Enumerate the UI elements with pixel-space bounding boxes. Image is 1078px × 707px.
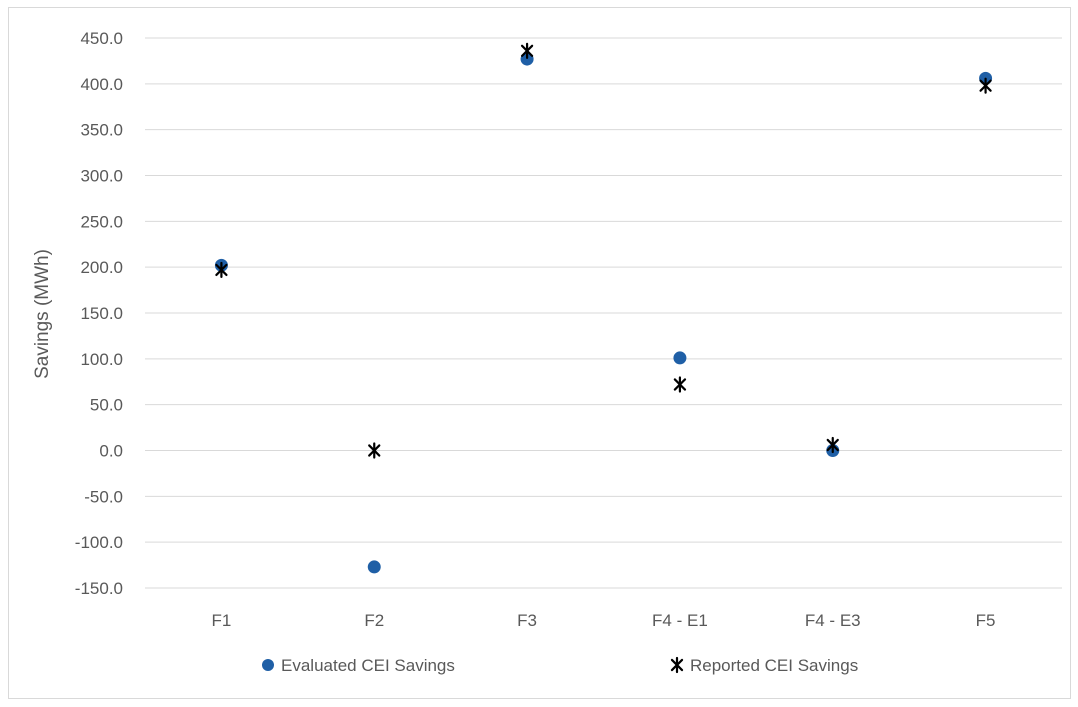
y-tick-label: -50.0 — [84, 487, 123, 506]
y-axis-tick-labels: -150.0 -100.0 -50.0 0.0 50.0 100.0 150.0 200.0 2… — [75, 29, 123, 598]
y-tick-label: 150.0 — [80, 304, 123, 323]
reported-point — [520, 42, 534, 59]
y-tick-label: -100.0 — [75, 533, 123, 552]
x-axis-tick-labels: F1 F2 F3 F4 - E1 F4 - E3 F5 — [211, 611, 995, 630]
data-points — [214, 42, 993, 574]
evaluated-point — [520, 52, 534, 66]
y-tick-label: 250.0 — [80, 212, 123, 231]
x-tick-label: F4 - E3 — [805, 611, 861, 630]
y-tick-label: 400.0 — [80, 75, 123, 94]
x-tick-label: F1 — [211, 611, 231, 630]
y-tick-label: 0.0 — [99, 442, 123, 461]
gridlines — [145, 37, 1062, 589]
reported-point — [673, 376, 687, 393]
legend-label-reported: Reported CEI Savings — [690, 656, 858, 675]
x-tick-label: F4 - E1 — [652, 611, 708, 630]
legend-marker-evaluated — [262, 659, 274, 671]
evaluated-point — [673, 351, 687, 365]
y-tick-label: -150.0 — [75, 579, 123, 598]
y-axis-title: Savings (MWh) — [32, 249, 53, 379]
y-tick-label: 100.0 — [80, 350, 123, 369]
chart-frame — [8, 7, 1071, 699]
reported-point — [826, 436, 839, 454]
y-tick-label: 300.0 — [80, 167, 123, 186]
x-tick-label: F2 — [364, 611, 384, 630]
legend-label-evaluated: Evaluated CEI Savings — [281, 656, 455, 675]
x-tick-label: F3 — [517, 611, 537, 630]
y-tick-label: 350.0 — [80, 121, 123, 140]
reported-point — [979, 77, 992, 94]
evaluated-point — [367, 560, 381, 574]
y-tick-label: 50.0 — [90, 396, 123, 415]
y-tick-label: 450.0 — [80, 29, 123, 48]
legend-marker-reported — [670, 656, 684, 674]
x-tick-label: F5 — [976, 611, 996, 630]
reported-point — [368, 442, 381, 459]
y-tick-label: 200.0 — [80, 258, 123, 277]
legend: Evaluated CEI Savings Reported CEI Savin… — [262, 656, 858, 675]
reported-point — [215, 261, 228, 279]
